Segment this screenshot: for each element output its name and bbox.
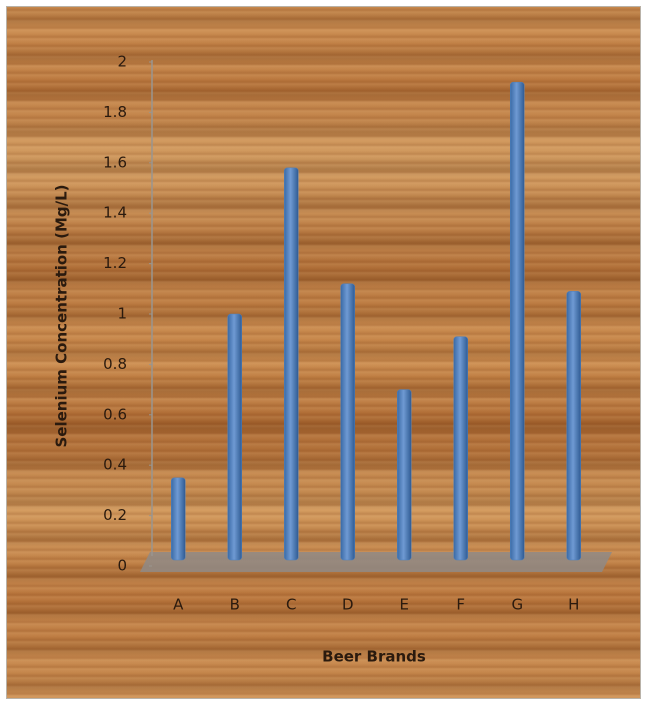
y-axis-title: Selenium Concentration (Mg/L) — [53, 185, 71, 448]
y-tick-label: 1.8 — [103, 103, 127, 121]
page: {"chart_data": {"type": "bar", "x_label"… — [0, 0, 649, 707]
bar — [510, 82, 524, 560]
y-tick-label: 1.4 — [103, 204, 127, 222]
bar — [454, 337, 468, 560]
y-tick-label: 0.4 — [103, 456, 127, 474]
bar — [284, 168, 298, 560]
y-tick-label: 2 — [117, 53, 127, 71]
y-tick-label: 0 — [117, 557, 127, 575]
y-tick-label: 0.2 — [103, 506, 127, 524]
bar — [171, 478, 185, 560]
bar — [228, 314, 242, 560]
floor — [140, 552, 612, 572]
x-tick-label: H — [568, 596, 579, 614]
x-tick-label: B — [230, 596, 240, 614]
bar — [397, 390, 411, 560]
chart: Beer Brands Selenium Concentration (Mg/L… — [0, 0, 649, 707]
bar — [567, 291, 581, 560]
y-tick-label: 0.8 — [103, 355, 127, 373]
bar — [341, 284, 355, 560]
y-tick-label: 1.6 — [103, 153, 127, 171]
x-tick-label: G — [511, 596, 523, 614]
x-tick-label: C — [286, 596, 296, 614]
x-tick-label: A — [173, 596, 184, 614]
x-tick-label: D — [342, 596, 354, 614]
x-axis-title: Beer Brands — [322, 648, 426, 666]
x-tick-label: E — [400, 596, 409, 614]
x-tick-label: F — [456, 596, 465, 614]
y-tick-label: 0.6 — [103, 405, 127, 423]
y-tick-label: 1 — [117, 305, 127, 323]
y-tick-label: 1.2 — [103, 254, 127, 272]
